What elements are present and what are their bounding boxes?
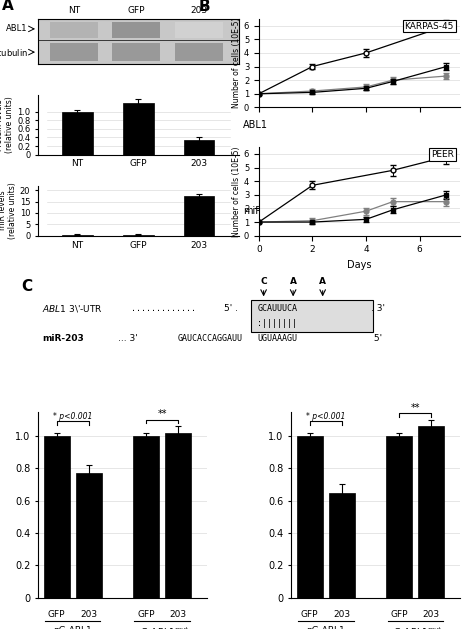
Text: A: A — [290, 277, 297, 286]
Text: pG-ABL1: pG-ABL1 — [307, 626, 345, 629]
Text: 203: 203 — [170, 610, 187, 619]
Bar — [184, 140, 214, 155]
Text: KARPAS-45: KARPAS-45 — [404, 21, 454, 31]
Y-axis label: Protein levels
(relative units): Protein levels (relative units) — [0, 97, 14, 153]
Bar — [44, 436, 70, 598]
FancyBboxPatch shape — [251, 300, 374, 332]
Text: C: C — [21, 279, 32, 294]
Text: $\alpha$-tubulin: $\alpha$-tubulin — [0, 47, 28, 58]
Text: GFP: GFP — [137, 610, 155, 619]
Text: 5': 5' — [371, 335, 383, 343]
Text: 203: 203 — [81, 610, 98, 619]
Bar — [184, 196, 214, 236]
Text: .............: ............. — [131, 304, 196, 313]
Text: UGUAAAGU: UGUAAAGU — [257, 335, 297, 343]
Text: ABL1: ABL1 — [243, 120, 268, 130]
Text: **: ** — [157, 409, 167, 419]
Bar — [386, 436, 412, 598]
Text: :|||||||: :||||||| — [257, 319, 297, 328]
Text: 203: 203 — [423, 610, 440, 619]
Text: **: ** — [410, 403, 420, 413]
Text: . 3': . 3' — [371, 304, 385, 313]
Bar — [133, 436, 159, 598]
Text: 203: 203 — [190, 6, 207, 15]
Text: GCAUUUCA: GCAUUUCA — [257, 304, 297, 313]
Text: A: A — [2, 0, 14, 13]
Text: GAUCACCAGGAUU: GAUCACCAGGAUU — [177, 335, 242, 343]
Bar — [297, 436, 323, 598]
FancyBboxPatch shape — [50, 43, 98, 61]
Text: pG-ABL1$^{mut}$: pG-ABL1$^{mut}$ — [135, 626, 189, 629]
Text: C: C — [260, 277, 267, 286]
Bar — [62, 235, 93, 236]
FancyBboxPatch shape — [50, 22, 98, 38]
Text: * p<0.001: * p<0.001 — [53, 411, 92, 421]
Bar — [329, 493, 355, 598]
Text: GFP: GFP — [301, 610, 319, 619]
Text: GFP: GFP — [390, 610, 408, 619]
Text: pG-ABL1: pG-ABL1 — [54, 626, 92, 629]
Text: pG-ABL1$^{mut}$: pG-ABL1$^{mut}$ — [388, 626, 442, 629]
Bar — [123, 103, 154, 155]
Bar — [419, 426, 444, 598]
Text: NT: NT — [68, 6, 80, 15]
Y-axis label: Number of cells (10E-5): Number of cells (10E-5) — [232, 18, 241, 108]
Text: B: B — [199, 0, 210, 14]
FancyBboxPatch shape — [112, 22, 161, 38]
Text: A: A — [319, 277, 326, 286]
FancyBboxPatch shape — [174, 43, 223, 61]
Text: miR-203: miR-203 — [243, 206, 283, 216]
Text: miR-203: miR-203 — [42, 335, 84, 343]
Text: * p<0.001: * p<0.001 — [306, 411, 346, 421]
Text: $\it{ABL1}$ 3\'-UTR: $\it{ABL1}$ 3\'-UTR — [42, 303, 103, 314]
Text: 203: 203 — [334, 610, 351, 619]
Y-axis label: Number of cells (10E-5): Number of cells (10E-5) — [232, 146, 241, 237]
X-axis label: Days: Days — [347, 260, 372, 270]
Text: GFP: GFP — [48, 610, 65, 619]
Y-axis label: miR levels
(relative units): miR levels (relative units) — [0, 182, 17, 239]
FancyBboxPatch shape — [174, 22, 223, 38]
Bar — [165, 433, 191, 598]
Bar — [76, 473, 102, 598]
Bar — [62, 112, 93, 155]
Bar — [123, 235, 154, 236]
Text: PEER: PEER — [431, 150, 454, 159]
Text: ... 3': ... 3' — [118, 335, 138, 343]
FancyBboxPatch shape — [112, 43, 161, 61]
Text: GFP: GFP — [128, 6, 145, 15]
Text: 5' .: 5' . — [224, 304, 237, 313]
Text: ABL1: ABL1 — [6, 25, 28, 33]
